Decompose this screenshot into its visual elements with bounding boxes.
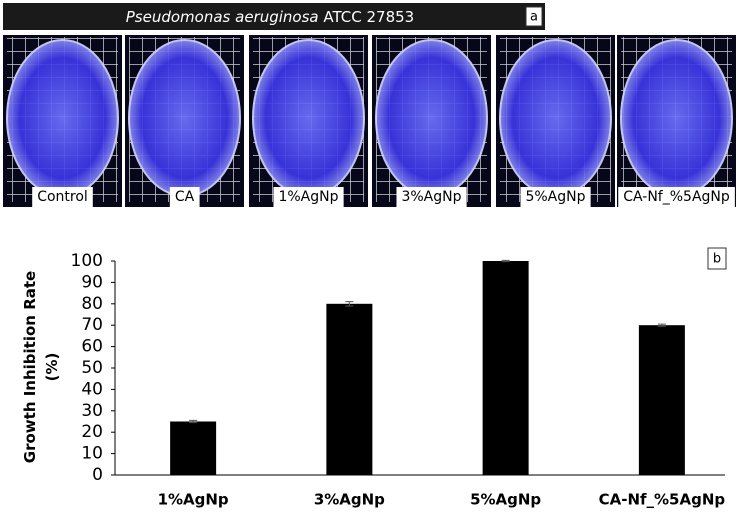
header-title: Pseudomonas aeruginosa ATCC 27853 — [126, 8, 414, 26]
petri-dish — [252, 39, 365, 197]
petri-dish — [128, 39, 241, 197]
y-tick-label: 0 — [92, 465, 103, 485]
petri-dish — [620, 39, 733, 197]
y-tick-label: 20 — [81, 422, 103, 442]
y-tick-label: 10 — [81, 444, 103, 464]
x-tick-label: 3%AgNp — [314, 491, 385, 509]
y-tick-label: 100 — [71, 251, 103, 271]
panel-label: b — [713, 252, 721, 267]
plate-label-box — [618, 187, 735, 208]
y-label-line: (%) — [43, 353, 61, 382]
x-tick-label: 5%AgNp — [470, 491, 541, 509]
plate-label: Control — [37, 189, 88, 205]
y-tick-label: 30 — [81, 401, 103, 421]
x-tick-label: CA-Nf_%5AgNp — [599, 491, 726, 509]
petri-dish — [6, 39, 119, 197]
panel-label-box — [707, 247, 727, 270]
petri-dish — [499, 39, 612, 197]
y-tick-label: 60 — [81, 337, 103, 357]
panel-label: a — [530, 10, 538, 25]
plate-label-box — [520, 187, 591, 208]
y-tick-label: 90 — [81, 272, 103, 292]
error-bar — [189, 419, 198, 424]
plate-label-box — [396, 187, 467, 208]
y-tick-label: 40 — [81, 379, 103, 399]
error-bar — [657, 323, 666, 327]
bar — [326, 303, 373, 475]
y-tick-label: 50 — [81, 358, 103, 378]
header-bar — [3, 3, 545, 30]
plate-label: 3%AgNp — [401, 189, 461, 205]
plate-label-box — [32, 187, 93, 208]
plate-label-box — [169, 187, 200, 208]
y-tick-label: 80 — [81, 294, 103, 314]
x-tick-label: 1%AgNp — [158, 491, 229, 509]
y-axis-label: Growth Inhibition Rate (%) — [21, 271, 61, 463]
error-bar — [345, 301, 354, 307]
error-bar — [501, 259, 510, 263]
bar — [638, 325, 685, 475]
title-rest: ATCC 27853 — [323, 8, 414, 26]
y-tick-label: 70 — [81, 315, 103, 335]
bar — [170, 421, 217, 475]
plate-label-box — [273, 187, 344, 208]
plate-label: CA-Nf_%5AgNp — [623, 189, 730, 205]
plates: Control CA 1%AgNp 3%AgNp 5%AgNp CA-Nf_%5AgNp — [3, 35, 736, 208]
plate-label: 5%AgNp — [525, 189, 585, 205]
title-italic: Pseudomonas aeruginosa — [126, 8, 319, 26]
plate-label: CA — [175, 189, 195, 205]
bar — [482, 261, 529, 475]
plate-label: 1%AgNp — [278, 189, 338, 205]
y-label-line: Growth Inhibition Rate — [21, 271, 39, 463]
panel-label-box — [525, 6, 543, 27]
petri-dish — [375, 39, 488, 197]
